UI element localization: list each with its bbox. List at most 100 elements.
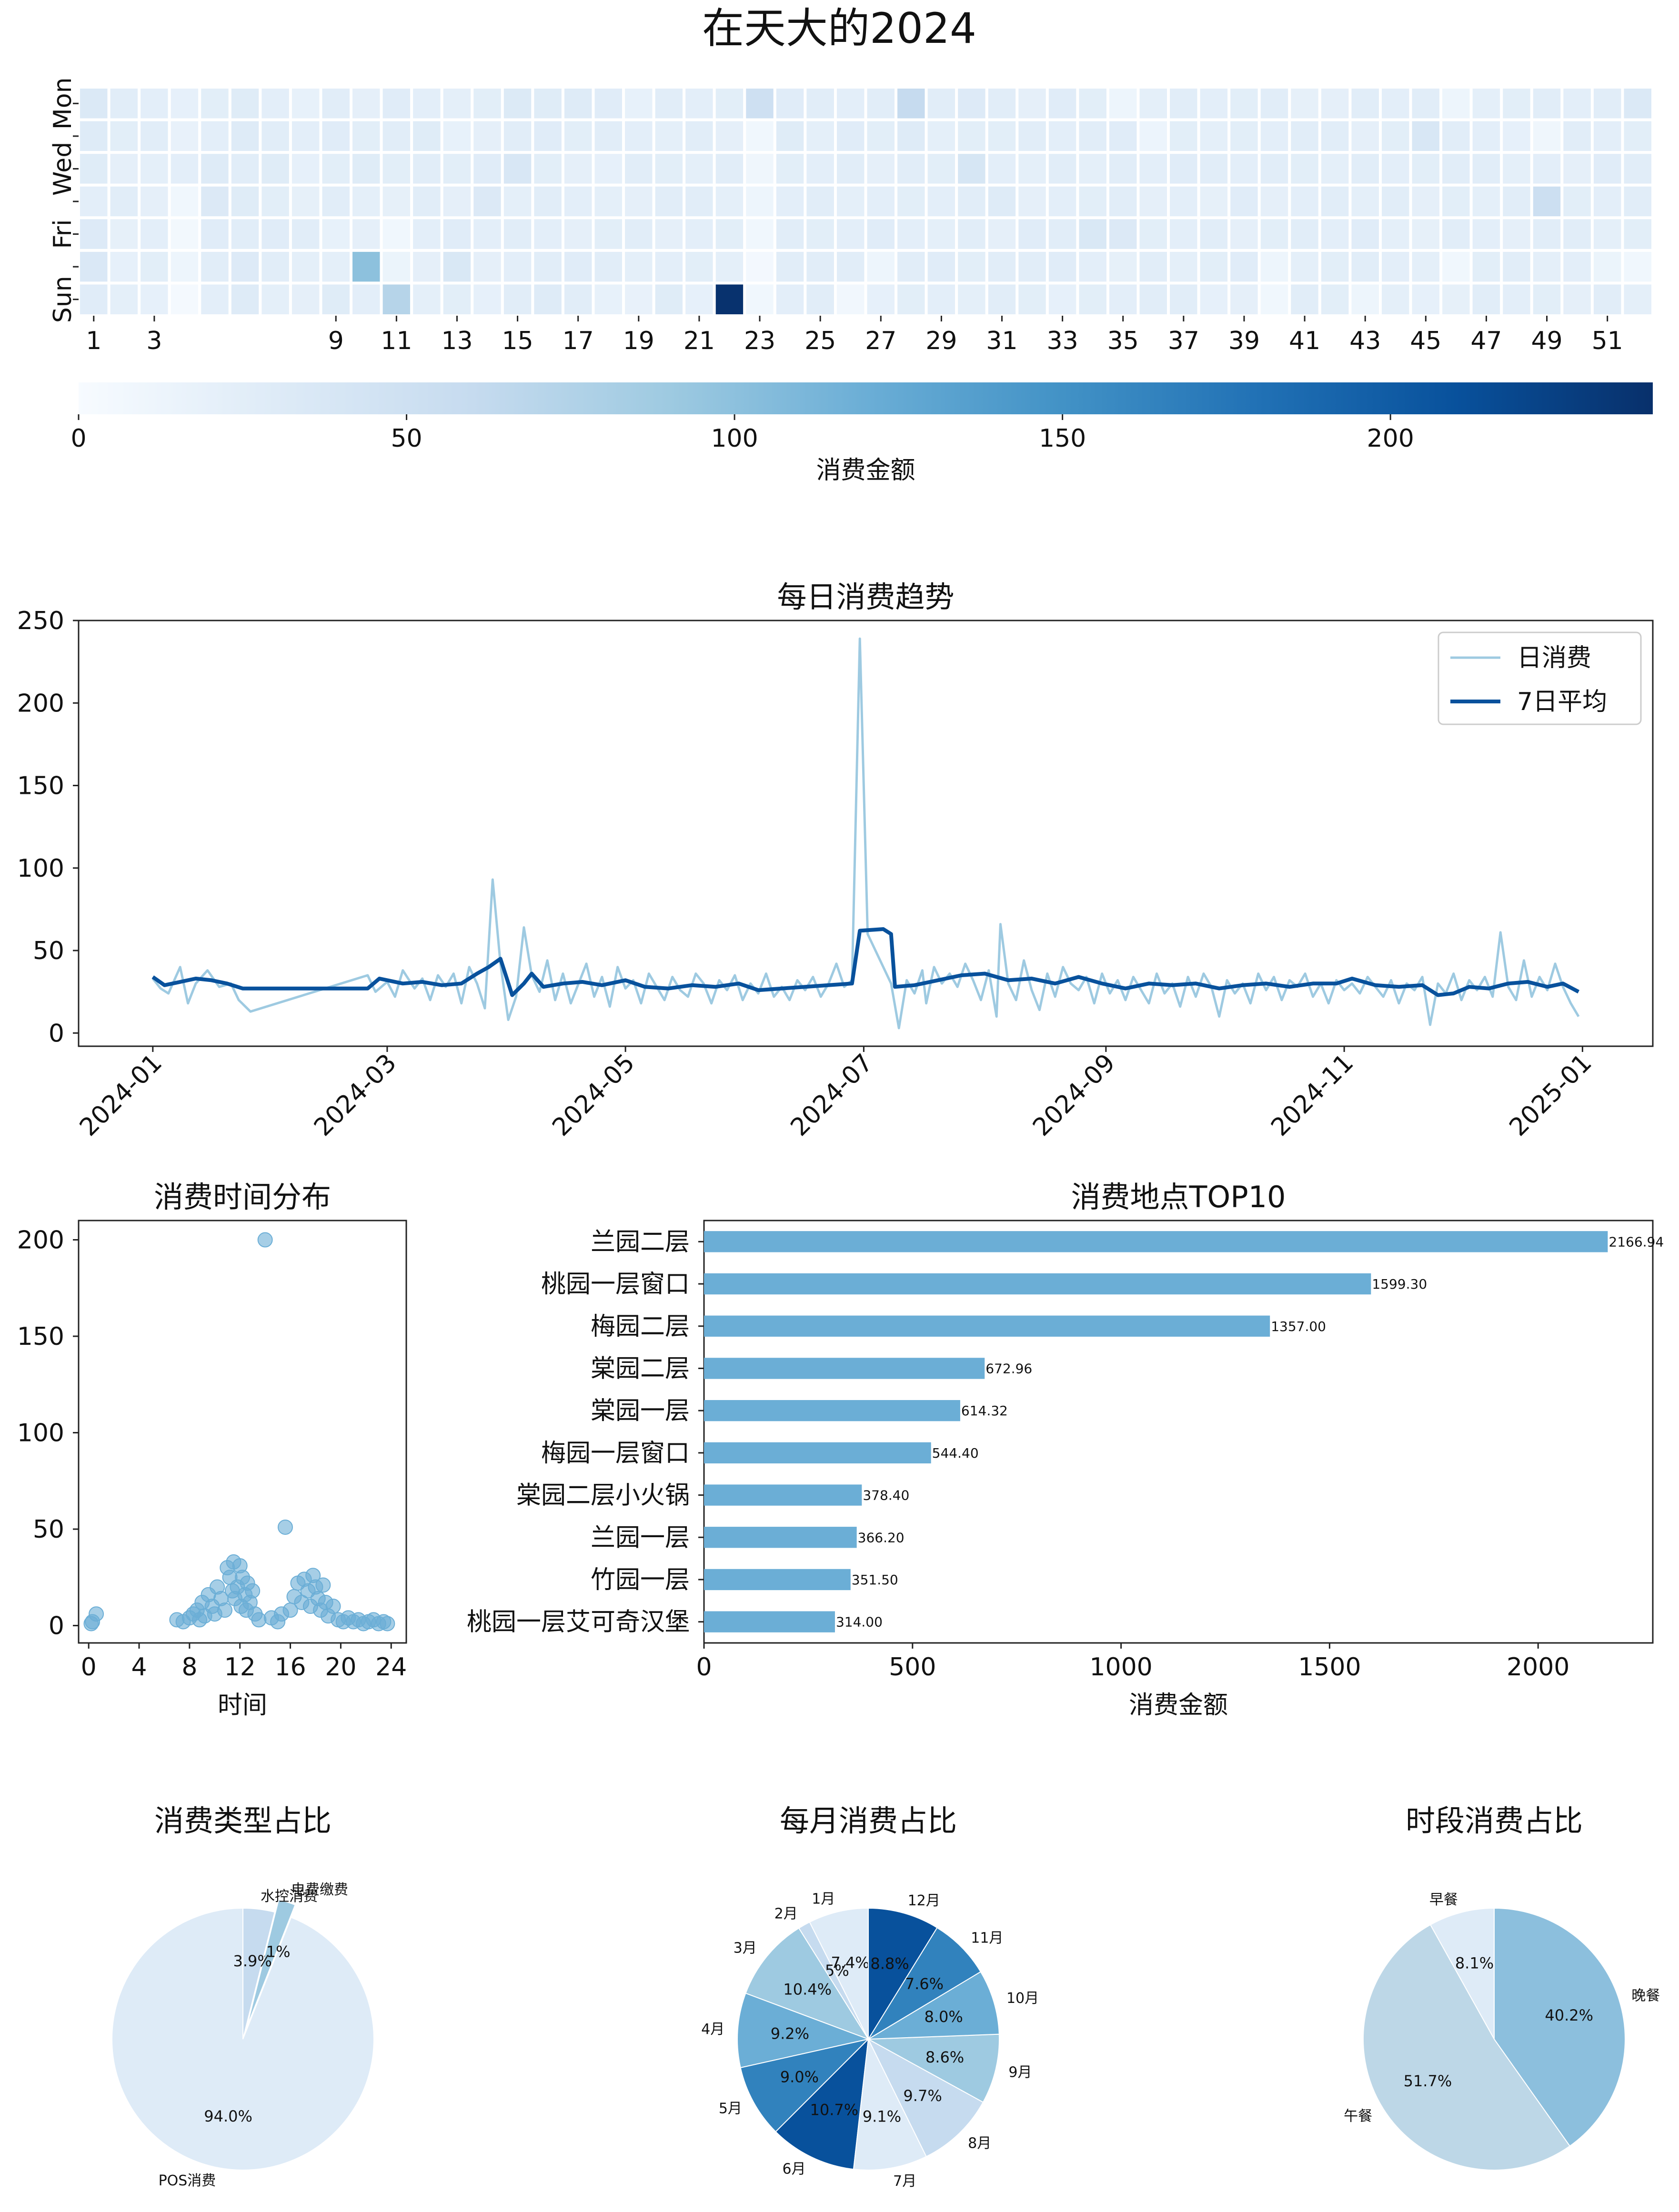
trend-x-tick-label: 2025-01 [1504, 1049, 1598, 1142]
heatmap-cell [1136, 183, 1170, 220]
heatmap-cell [1167, 216, 1200, 252]
heatmap-cell [259, 216, 292, 252]
heatmap-cell [1167, 118, 1200, 154]
heatmap-cell [804, 118, 837, 154]
trend-x-tick-label: 2024-05 [547, 1049, 640, 1142]
heatmap-cell [1167, 281, 1200, 318]
daily-spend-line [151, 637, 1580, 1030]
heatmap-cell [1378, 151, 1412, 187]
heatmap-cell [1378, 281, 1412, 318]
heatmap-cell [471, 183, 504, 220]
heatmap-cell [804, 86, 837, 121]
heatmap-cell [1257, 183, 1291, 220]
heatmap-cell [925, 118, 958, 154]
heatmap-x-tick-label: 15 [502, 327, 533, 355]
heatmap-cell [1318, 281, 1352, 318]
heatmap-cell [289, 183, 322, 220]
heatmap-cell [985, 216, 1019, 252]
heatmap-cell [1046, 183, 1079, 220]
top10-value-label: 544.40 [932, 1445, 979, 1461]
trend-y-tick-label: 0 [49, 1019, 64, 1048]
pie-title: 消费类型占比 [154, 1803, 332, 1838]
pie-pct-label: 8.8% [870, 1954, 909, 1972]
top10-value-label: 1599.30 [1372, 1276, 1427, 1292]
scatter-point [325, 1599, 341, 1614]
heatmap-cell [622, 249, 655, 285]
heatmap-cell [1590, 249, 1624, 285]
pie-slice [868, 1971, 1000, 2040]
heatmap-cell [531, 86, 564, 121]
heatmap-cell [864, 281, 898, 318]
heatmap-cell [773, 183, 807, 220]
heatmap-cell [895, 183, 928, 220]
top10-bar [704, 1273, 1371, 1295]
heatmap-cell [561, 281, 595, 318]
heatmap-cell [77, 86, 111, 121]
heatmap-cell [198, 281, 231, 318]
heatmap-cell [1136, 249, 1170, 285]
heatmap-cell [955, 281, 988, 318]
trend-y-tick-label: 150 [17, 772, 64, 801]
pie-label: 11月 [971, 1930, 1003, 1946]
colorbar-tick-label: 200 [1367, 424, 1414, 453]
heatmap-cell [985, 151, 1019, 187]
heatmap-cell [1288, 249, 1321, 285]
top10-value-label: 351.50 [852, 1572, 898, 1588]
trend-title: 每日消费趋势 [777, 580, 954, 614]
heatmap-cell [228, 249, 262, 285]
heatmap-cell [289, 281, 322, 318]
pie-label: 1月 [812, 1891, 835, 1908]
heatmap-x-tick-label: 11 [381, 327, 412, 355]
heatmap-cell [1167, 183, 1200, 220]
heatmap-cell [925, 216, 958, 252]
heatmap-cell [410, 249, 443, 285]
heatmap-cell [77, 216, 111, 252]
heatmap-cell [259, 118, 292, 154]
heatmap-x-tick-label: 19 [623, 327, 654, 355]
top10-bar [704, 1400, 960, 1421]
heatmap-cell [895, 249, 928, 285]
heatmap-cell [1469, 118, 1503, 154]
heatmap-cell [1046, 118, 1079, 154]
heatmap-cell [1288, 183, 1321, 220]
heatmap-cell [834, 183, 867, 220]
scatter-title: 消费时间分布 [154, 1180, 331, 1214]
heatmap-cell [1590, 281, 1624, 318]
heatmap-cell [107, 151, 141, 187]
heatmap-cell [350, 118, 383, 154]
heatmap-cell [743, 249, 776, 285]
heatmap-cell [1136, 86, 1170, 121]
heatmap-cell [834, 216, 867, 252]
top10-category-label: 桃园一层窗口 [541, 1270, 690, 1299]
heatmap-x-tick-label: 49 [1531, 327, 1562, 355]
heatmap-cell [622, 183, 655, 220]
heatmap-cell [410, 86, 443, 121]
heatmap-cell [1500, 183, 1533, 220]
heatmap-y-tick-label: Sun [49, 276, 77, 323]
scatter-point [217, 1602, 232, 1618]
scatter-y-tick-label: 0 [49, 1612, 64, 1641]
heatmap-cell [1046, 216, 1079, 252]
colorbar-tick-label: 100 [711, 424, 758, 453]
heatmap-cell [531, 216, 564, 252]
heatmap-cell [1439, 249, 1473, 285]
heatmap-cell [319, 249, 353, 285]
top10-value-label: 2166.94 [1609, 1234, 1664, 1250]
heatmap-cell [1106, 151, 1140, 187]
heatmap-cell [1378, 86, 1412, 121]
heatmap-cell [683, 249, 716, 285]
heatmap-x-tick-label: 37 [1168, 327, 1199, 355]
heatmap-cell [168, 216, 201, 252]
heatmap-cell [1348, 216, 1382, 252]
trend-x-tick-label: 2024-09 [1027, 1049, 1121, 1142]
pie-pct-label: 8.0% [925, 2008, 963, 2026]
heatmap-cell [622, 281, 655, 318]
top10-x-tick-label: 1000 [1089, 1653, 1152, 1682]
heatmap-cell [228, 86, 262, 121]
heatmap-cell [955, 216, 988, 252]
heatmap-cell [501, 249, 534, 285]
pie-label: 8月 [968, 2135, 991, 2152]
heatmap-cell [743, 183, 776, 220]
heatmap-cell [319, 216, 353, 252]
pie-label: 晚餐 [1631, 1987, 1660, 2004]
